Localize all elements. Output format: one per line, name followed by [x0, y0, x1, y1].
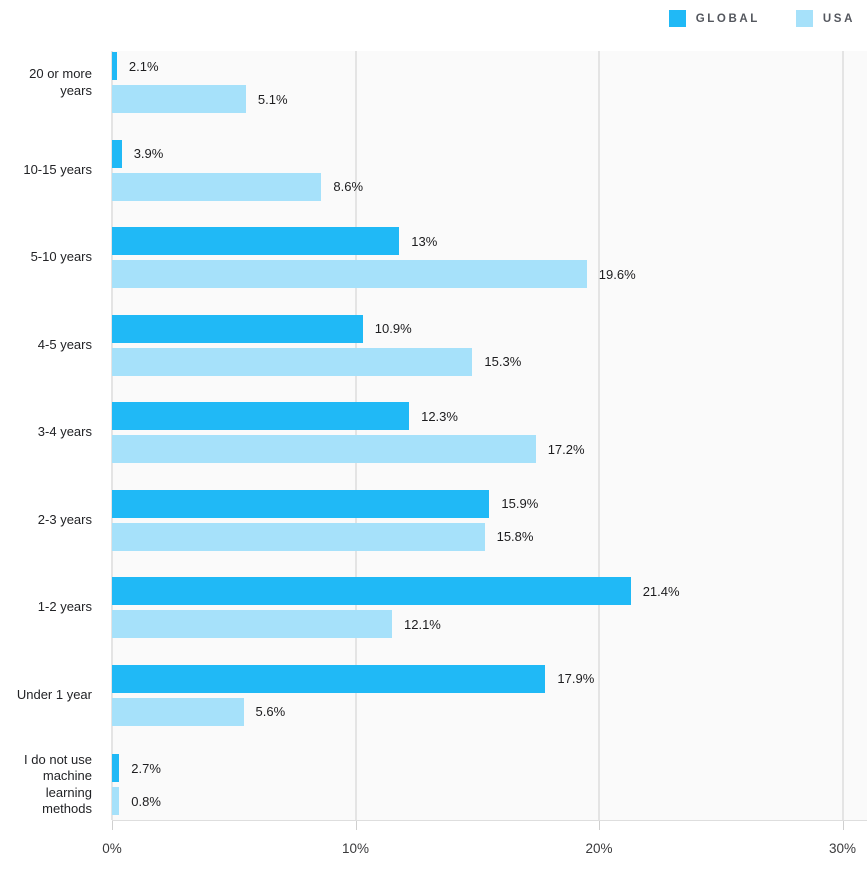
axis-tick-label: 20% — [585, 841, 613, 856]
usa-value-label: 15.3% — [484, 354, 522, 369]
bar-pair: 15.9% 15.8% — [112, 489, 867, 551]
axis-tick — [842, 821, 844, 830]
legend-item-usa[interactable]: USA — [795, 10, 855, 27]
global-value-label: 21.4% — [642, 583, 680, 599]
usa-bar — [112, 435, 536, 463]
category-label: 20 or more years — [29, 66, 92, 98]
bar-pair: 13% 19.6% — [112, 227, 867, 288]
global-bar — [112, 314, 363, 343]
bar-pair: 17.9% 5.6% — [112, 664, 867, 726]
bar-pair: 3.9% 8.6% — [112, 139, 867, 201]
global-bar-line: 2.1% — [112, 52, 867, 80]
usa-bar-line: 19.6% — [112, 260, 867, 288]
category-label: 3-4 years — [37, 424, 92, 440]
global-bar-line: 15.9% — [112, 489, 867, 518]
bar-group: Under 1 year 17.9% 5.6% — [0, 664, 867, 726]
usa-value-label: 12.1% — [404, 616, 441, 632]
legend-label-global: GLOBAL — [695, 12, 760, 25]
global-bar — [112, 227, 400, 255]
usa-bar — [112, 85, 246, 113]
bar-pair: 10.9% 15.3% — [112, 314, 867, 376]
global-value-label: 12.3% — [421, 408, 458, 424]
usa-value-label: 0.8% — [131, 793, 161, 809]
category-label: 2-3 years — [37, 511, 92, 527]
global-bar-line: 3.9% — [112, 139, 867, 168]
usa-bar-line: 0.8% — [112, 787, 867, 815]
bar-pair: 2.7% 0.8% — [112, 754, 867, 815]
global-bar — [112, 754, 120, 782]
global-bar-line: 17.9% — [112, 664, 867, 693]
global-bar-line: 10.9% — [112, 314, 867, 343]
gridline — [841, 51, 844, 820]
usa-value-label: 17.2% — [547, 441, 585, 457]
global-value-label: 15.9% — [501, 496, 539, 511]
global-bar-line: 2.7% — [112, 754, 867, 782]
global-value-label: 17.9% — [557, 671, 595, 686]
usa-value-label: 5.1% — [257, 91, 288, 107]
category-label: 10-15 years — [23, 161, 92, 177]
legend-item-global[interactable]: GLOBAL — [668, 10, 760, 27]
usa-bar-line: 15.3% — [112, 347, 867, 376]
bar-group: I do not use machine learning methods 2.… — [0, 752, 867, 817]
usa-bar-line: 5.1% — [112, 85, 867, 113]
bar-pair: 2.1% 5.1% — [112, 52, 867, 113]
bar-pair: 12.3% 17.2% — [112, 402, 867, 463]
bar-group: 5-10 years 13% 19.6% — [0, 227, 867, 288]
category-label: Under 1 year — [16, 686, 92, 702]
axis-tick — [112, 821, 113, 830]
global-bar — [112, 139, 122, 168]
usa-bar-line: 5.6% — [112, 697, 867, 726]
usa-bar — [112, 172, 322, 201]
category-label: 5-10 years — [30, 249, 92, 265]
bar-group: 10-15 years 3.9% 8.6% — [0, 139, 867, 201]
usa-value-label: 8.6% — [333, 179, 364, 194]
bar-groups: 20 or more years 2.1% 5.1% 10-15 years 3… — [0, 52, 867, 817]
bar-group: 3-4 years 12.3% 17.2% — [0, 402, 867, 463]
global-series-swatch-icon — [668, 10, 686, 27]
global-bar — [112, 52, 117, 80]
axis-tick-label: 0% — [102, 841, 122, 856]
bar-group: 20 or more years 2.1% 5.1% — [0, 52, 867, 113]
axis-tick-label: 30% — [828, 841, 857, 856]
global-value-label: 10.9% — [374, 321, 412, 336]
global-bar — [112, 664, 546, 693]
usa-bar — [112, 347, 473, 376]
gridline — [598, 51, 600, 820]
global-bar-line: 12.3% — [112, 402, 867, 430]
category-label: 1-2 years — [37, 599, 92, 615]
usa-bar-line: 17.2% — [112, 435, 867, 463]
global-bar — [112, 577, 631, 605]
global-value-label: 13% — [411, 233, 438, 249]
global-bar-line: 21.4% — [112, 577, 867, 605]
global-value-label: 2.1% — [128, 58, 159, 74]
chart-legend: GLOBAL USA — [668, 10, 855, 27]
global-value-label: 2.7% — [131, 760, 161, 776]
usa-bar — [112, 610, 392, 638]
global-value-label: 3.9% — [133, 146, 164, 161]
usa-bar-line: 12.1% — [112, 610, 867, 638]
usa-bar-line: 8.6% — [112, 172, 867, 201]
axis-tick — [355, 821, 357, 830]
usa-bar — [112, 787, 120, 815]
usa-bar — [112, 697, 244, 726]
usa-series-swatch-icon — [795, 10, 813, 27]
bar-pair: 21.4% 12.1% — [112, 577, 867, 638]
usa-bar — [112, 260, 587, 288]
category-label: 4-5 years — [37, 336, 92, 352]
axis-tick-label: 10% — [341, 841, 370, 856]
category-label: I do not use machine learning methods — [24, 752, 92, 816]
axis-tick — [599, 821, 600, 830]
bar-group: 2-3 years 15.9% 15.8% — [0, 489, 867, 551]
global-bar-line: 13% — [112, 227, 867, 255]
usa-bar-line: 15.8% — [112, 522, 867, 551]
usa-bar — [112, 522, 485, 551]
bar-group: 1-2 years 21.4% 12.1% — [0, 577, 867, 638]
usa-value-label: 15.8% — [496, 529, 534, 544]
usa-value-label: 5.6% — [255, 704, 286, 719]
bar-group: 4-5 years 10.9% 15.3% — [0, 314, 867, 376]
legend-label-usa: USA — [822, 12, 855, 25]
usa-value-label: 19.6% — [598, 266, 636, 282]
global-bar — [112, 489, 490, 518]
global-bar — [112, 402, 410, 430]
